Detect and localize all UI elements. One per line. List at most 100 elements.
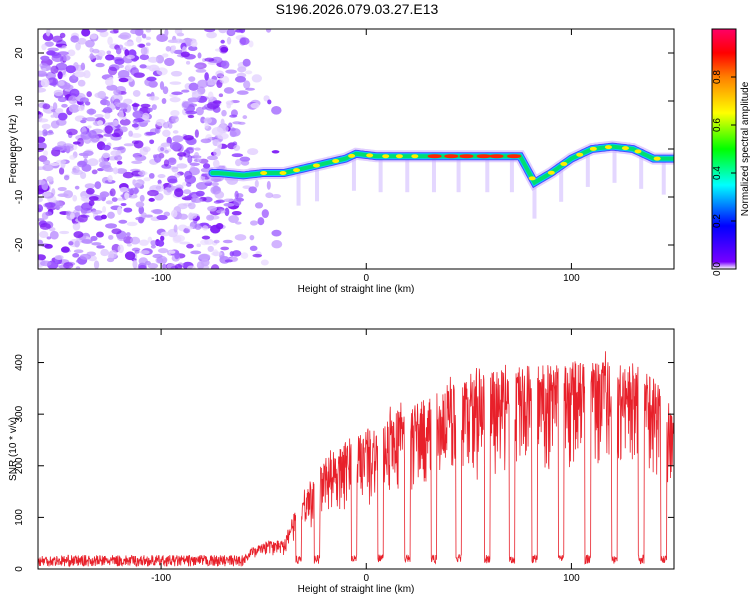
noise-blob bbox=[123, 143, 135, 147]
spectrogram-ytick-label: -20 bbox=[14, 237, 25, 252]
noise-blob bbox=[120, 202, 127, 207]
noise-blob bbox=[216, 209, 226, 214]
noise-blob bbox=[169, 81, 182, 85]
noise-blob bbox=[233, 197, 242, 207]
noise-blob bbox=[139, 239, 149, 246]
noise-blob bbox=[167, 175, 178, 184]
dropout-streak bbox=[456, 152, 461, 193]
noise-blob bbox=[139, 64, 147, 69]
noise-blob bbox=[81, 239, 93, 244]
noise-blob bbox=[254, 202, 264, 209]
noise-blob bbox=[102, 152, 111, 159]
noise-blob bbox=[132, 260, 138, 269]
noise-blob bbox=[134, 156, 142, 161]
noise-blob bbox=[212, 249, 219, 257]
noise-blob bbox=[148, 64, 160, 72]
noise-blob bbox=[224, 207, 230, 217]
noise-blob bbox=[206, 155, 218, 161]
noise-blob bbox=[245, 87, 255, 91]
noise-blob bbox=[177, 152, 187, 157]
noise-blob bbox=[86, 108, 97, 115]
noise-blob bbox=[42, 103, 51, 110]
noise-blob bbox=[83, 70, 91, 79]
noise-blob bbox=[185, 147, 194, 154]
noise-blob bbox=[163, 159, 170, 167]
noise-blob bbox=[223, 202, 235, 207]
noise-blob bbox=[206, 101, 219, 110]
noise-blob bbox=[169, 141, 182, 151]
noise-blob bbox=[80, 171, 87, 180]
noise-blob bbox=[164, 29, 169, 37]
dropout-streak bbox=[405, 152, 410, 193]
noise-blob bbox=[234, 234, 247, 241]
snr-ytick-label: 200 bbox=[14, 457, 25, 474]
noise-blob bbox=[172, 135, 184, 143]
noise-blob bbox=[38, 218, 45, 222]
noise-blob bbox=[107, 36, 113, 46]
noise-blob bbox=[204, 122, 209, 129]
noise-blob bbox=[148, 96, 160, 101]
noise-blob bbox=[118, 110, 124, 120]
colorbar-tick-label: 0.2 bbox=[712, 214, 723, 228]
noise-blob bbox=[159, 81, 165, 90]
noise-blob bbox=[131, 103, 140, 108]
noise-blob bbox=[54, 255, 64, 260]
noise-blob bbox=[196, 243, 202, 248]
noise-blob bbox=[180, 51, 190, 58]
noise-blob bbox=[38, 204, 44, 213]
noise-blob bbox=[130, 133, 142, 138]
noise-blob bbox=[75, 259, 81, 263]
noise-blob bbox=[164, 57, 175, 67]
snr-ytick-label: 300 bbox=[14, 405, 25, 422]
noise-blob bbox=[68, 241, 74, 246]
noise-blob bbox=[80, 195, 87, 202]
noise-blob bbox=[114, 58, 125, 65]
noise-blob bbox=[69, 155, 76, 160]
noise-blob bbox=[171, 45, 177, 51]
dropout-streak bbox=[485, 152, 490, 193]
noise-blob bbox=[132, 89, 141, 97]
noise-blob bbox=[140, 46, 148, 55]
noise-blob bbox=[187, 97, 200, 103]
spectrogram-ytick-label: 10 bbox=[14, 95, 25, 107]
noise-blob bbox=[267, 99, 272, 105]
noise-blob bbox=[173, 224, 178, 233]
noise-blob bbox=[44, 202, 56, 208]
noise-blob bbox=[115, 168, 128, 174]
noise-blob bbox=[182, 181, 188, 187]
noise-blob bbox=[220, 39, 225, 44]
noise-blob bbox=[91, 242, 102, 246]
noise-blob bbox=[138, 43, 145, 48]
dropout-streak bbox=[378, 152, 383, 193]
noise-blob bbox=[51, 54, 64, 63]
noise-blob bbox=[74, 205, 84, 211]
noise-blob bbox=[215, 199, 226, 203]
noise-blob bbox=[151, 104, 157, 111]
noise-blob bbox=[93, 260, 100, 269]
noise-blob bbox=[112, 146, 125, 151]
noise-blob bbox=[119, 126, 128, 133]
noise-blob bbox=[213, 148, 222, 157]
noise-blob bbox=[129, 236, 141, 245]
noise-blob bbox=[38, 188, 45, 195]
noise-blob bbox=[160, 142, 172, 147]
ridge-hotspot bbox=[459, 154, 474, 159]
noise-blob bbox=[105, 223, 118, 229]
snr-ytick-label: 0 bbox=[14, 566, 25, 572]
dropout-streak bbox=[315, 161, 320, 202]
noise-blob bbox=[150, 240, 157, 246]
noise-blob bbox=[57, 193, 69, 198]
ridge-hotspot bbox=[395, 154, 403, 159]
noise-blob bbox=[47, 77, 59, 86]
noise-blob bbox=[65, 65, 77, 74]
noise-blob bbox=[222, 239, 233, 244]
noise-blob bbox=[131, 140, 139, 145]
noise-blob bbox=[117, 64, 124, 69]
noise-blob bbox=[124, 192, 130, 200]
noise-blob bbox=[45, 211, 53, 216]
noise-blob bbox=[200, 138, 212, 144]
noise-blob bbox=[128, 130, 133, 137]
noise-blob bbox=[86, 125, 92, 129]
noise-blob bbox=[138, 205, 145, 215]
snr-ytick-label: 400 bbox=[14, 354, 25, 371]
